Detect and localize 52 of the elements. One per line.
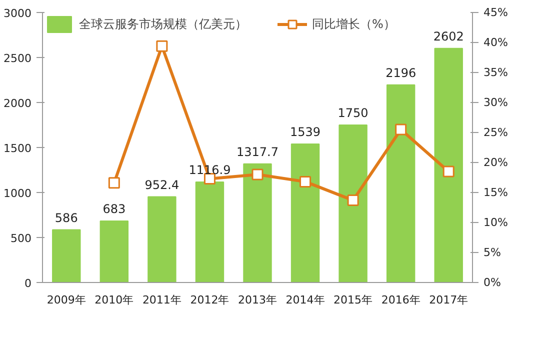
x-tick-label: 2010年 [94,294,134,306]
point [108,177,120,189]
y2-tick-label: 25% [484,126,508,139]
data-label: 1317.7 [236,144,279,159]
bar [148,196,176,282]
point [347,194,359,206]
data-label: 2602 [433,29,464,44]
bar [338,124,368,282]
point [395,124,407,136]
bar [100,220,129,282]
y-tick-label: 2000 [4,97,32,110]
x-tick-label: 2017年 [429,294,468,306]
y2-tick-label: 45% [484,6,508,19]
bar [52,229,81,282]
x-tick-label: 2015年 [334,294,373,306]
point [442,166,454,178]
y-tick-label: 3000 [4,7,32,20]
bar [386,84,416,282]
x-tick-label: 2011年 [142,294,182,306]
x-tick-label: 2016年 [381,294,420,306]
y-tick-label: 0 [24,277,32,290]
bar [434,48,463,282]
bar [195,181,224,282]
data-label: 683 [102,202,126,216]
data-label: 586 [54,210,78,225]
y2-tick-label: 40% [484,36,508,49]
bar [243,163,272,282]
x-tick-label: 2013年 [238,294,278,306]
x-tick-label: 2012年 [190,294,230,306]
data-label: 1539 [290,124,321,139]
y-tick-label: 1500 [4,142,32,155]
data-label: 1750 [338,106,368,120]
y2-tick-label: 10% [484,216,508,229]
x-tick-label: 2009年 [46,294,86,306]
legend-label: 同比增长（%） [312,16,396,32]
y2-tick-label: 5% [484,246,501,259]
legend-label: 全球云服务市场规模（亿美元） [79,16,247,32]
y2-tick-label: 35% [484,66,508,79]
point [156,40,168,52]
point [252,168,264,180]
y2-tick-label: 30% [484,96,508,109]
point [300,176,312,188]
bar [290,143,320,282]
x-tick-label: 2014年 [286,294,325,306]
y-tick-label: 1000 [4,187,32,200]
data-label: 952.4 [144,178,180,192]
data-label: 2196 [386,66,416,80]
y2-tick-label: 15% [484,186,508,199]
y2-tick-label: 0% [484,276,501,289]
y2-tick-label: 20% [484,156,508,169]
y-tick-label: 500 [10,232,32,245]
y-tick-label: 2500 [4,52,32,65]
